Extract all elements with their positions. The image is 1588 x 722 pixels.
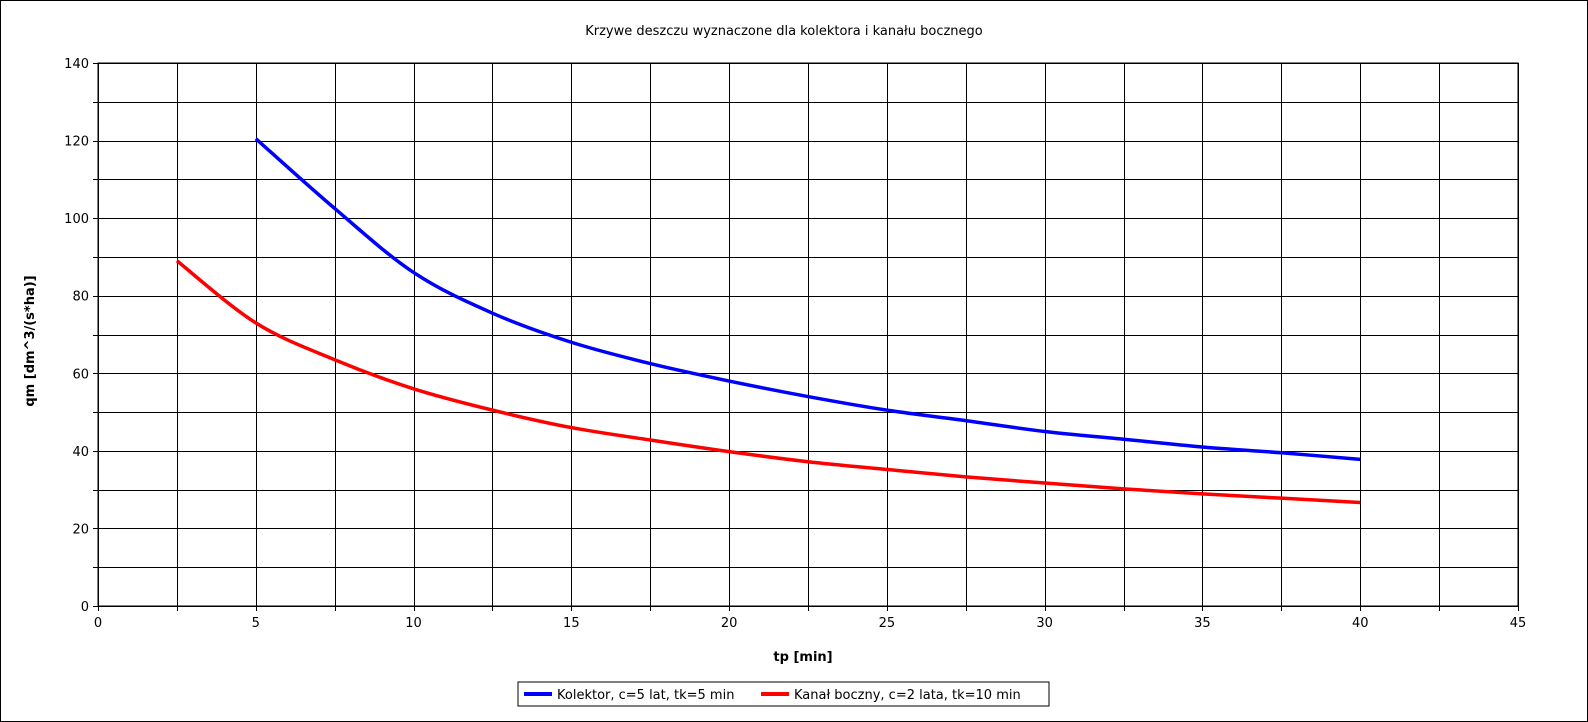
series-line-1 — [175, 259, 1361, 505]
grid-lines — [98, 63, 1519, 607]
legend-label-kolektor: Kolektor, c=5 lat, tk=5 min — [557, 688, 734, 703]
x-tick-label: 40 — [1352, 616, 1369, 631]
x-tick-label: 10 — [405, 616, 422, 631]
legend: Kolektor, c=5 lat, tk=5 min Kanał boczny… — [517, 681, 1050, 707]
x-tick-label: 45 — [1510, 616, 1527, 631]
chart-title: Krzywe deszczu wyznaczone dla kolektora … — [585, 24, 983, 39]
x-tick-label: 30 — [1036, 616, 1053, 631]
y-axis-label: qm [dm^3/(s*ha)] — [23, 275, 38, 406]
series-lines — [175, 137, 1361, 505]
x-axis-label: tp [min] — [773, 650, 832, 665]
y-tick-label: 40 — [72, 445, 89, 460]
x-tick-label: 25 — [879, 616, 896, 631]
x-tick-label: 5 — [252, 616, 260, 631]
x-tick-label: 35 — [1194, 616, 1211, 631]
y-tick-label: 60 — [72, 367, 89, 382]
x-tick-label: 15 — [563, 616, 580, 631]
y-tick-label: 0 — [81, 600, 89, 615]
y-tick-label: 20 — [72, 522, 89, 537]
legend-label-kanal: Kanał boczny, c=2 lata, tk=10 min — [794, 688, 1021, 703]
y-tick-label: 120 — [64, 135, 89, 150]
x-tick-label: 20 — [721, 616, 738, 631]
series-line-0 — [254, 137, 1361, 462]
y-tick-label: 100 — [64, 212, 89, 227]
y-tick-label: 140 — [64, 57, 89, 72]
y-tick-label: 80 — [72, 290, 89, 305]
x-tick-label: 0 — [94, 616, 102, 631]
axis-ticks: 0 5 10 15 20 25 30 35 40 45 0 20 40 60 80 100 120 140 — [64, 57, 1526, 631]
